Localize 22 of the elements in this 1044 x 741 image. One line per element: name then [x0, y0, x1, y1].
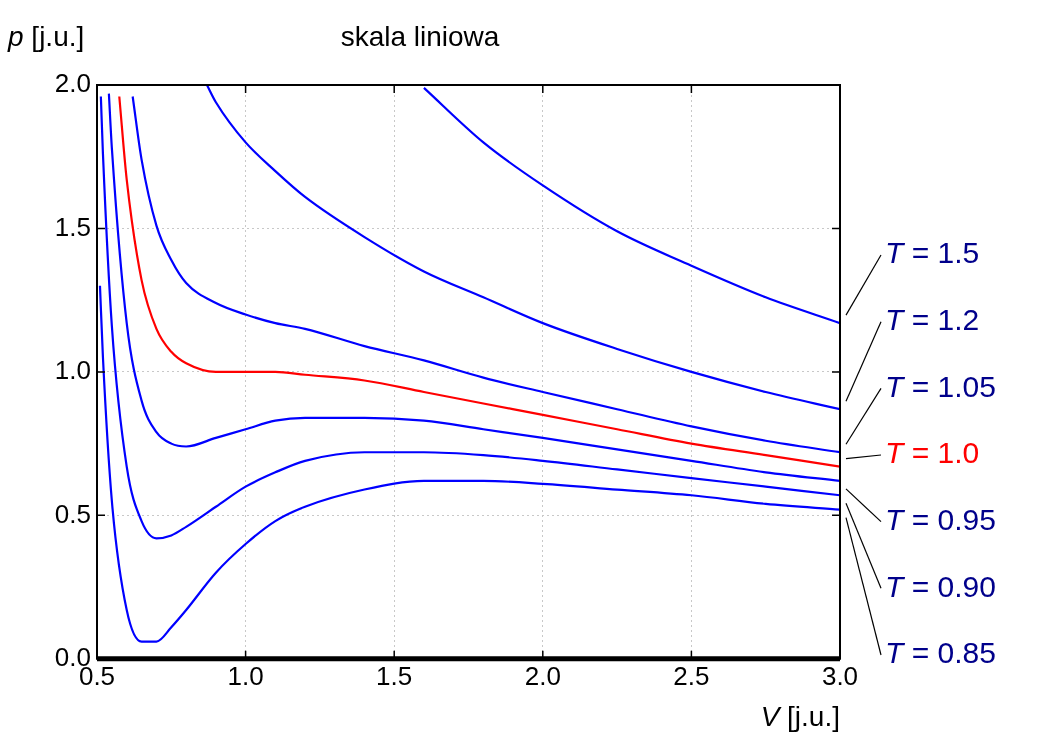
x-axis-title: V [j.u.] — [760, 700, 841, 732]
y-axis-title: p [j.u.] — [7, 20, 85, 52]
text: T = 0.85 — [885, 636, 996, 670]
text: T = 0.90 — [885, 569, 996, 603]
y-tick-label: 1.5 — [54, 211, 91, 242]
series-label: T = 0.95 — [885, 502, 996, 537]
x-tick-label: 1.5 — [376, 660, 413, 691]
series-label: T = 1.0 — [885, 436, 980, 470]
text: T = 1.5 — [885, 236, 980, 270]
x-tick-label: 2.5 — [673, 660, 710, 691]
y-tick-label: 1.0 — [54, 355, 91, 386]
line-series — [205, 85, 840, 411]
text: T = 1.05 — [885, 369, 996, 403]
x-tick-label: 1.0 — [227, 660, 264, 691]
x-tick-label: 3.0 — [821, 660, 859, 691]
line-series — [422, 86, 840, 325]
chart-title: skala liniowa — [340, 20, 500, 52]
text: T = 1.2 — [885, 302, 980, 337]
y-tick-label: 2.0 — [54, 68, 91, 99]
x-tick-label: 2.0 — [524, 660, 561, 691]
y-tick-label: 0.5 — [54, 498, 91, 529]
line-series — [98, 284, 840, 643]
